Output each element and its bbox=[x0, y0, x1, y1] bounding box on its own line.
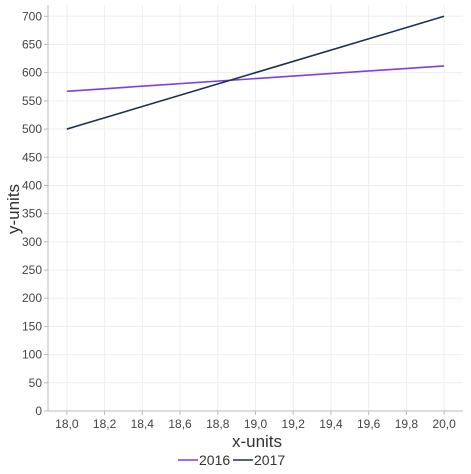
y-tick-label: 350 bbox=[22, 207, 42, 221]
x-tick-label: 19,4 bbox=[319, 417, 343, 431]
y-tick-label: 650 bbox=[22, 37, 42, 51]
tick-labels: 0 50 100 150 200 250 300 350 400 450 500 550 600 650 7… bbox=[22, 9, 456, 431]
x-tick-label: 19,0 bbox=[244, 417, 268, 431]
y-axis-title: y-units bbox=[4, 184, 23, 234]
x-axis-title: x-units bbox=[232, 432, 282, 451]
x-tick-label: 18,8 bbox=[206, 417, 230, 431]
y-tick-label: 550 bbox=[22, 94, 42, 108]
series-lines bbox=[66, 15, 445, 130]
x-tick-label: 18,4 bbox=[131, 417, 155, 431]
y-tick-label: 150 bbox=[22, 319, 42, 333]
x-tick-label: 19,6 bbox=[357, 417, 381, 431]
legend-label-2017: 2017 bbox=[254, 452, 285, 468]
axes bbox=[44, 5, 463, 415]
grid bbox=[48, 5, 463, 412]
y-tick-label: 700 bbox=[22, 9, 42, 23]
x-tick-label: 19,2 bbox=[282, 417, 306, 431]
legend: 2016 2017 bbox=[178, 452, 285, 468]
y-tick-label: 600 bbox=[22, 66, 42, 80]
x-tick-label: 20,0 bbox=[432, 417, 456, 431]
y-tick-label: 0 bbox=[35, 404, 42, 418]
x-tick-label: 18,6 bbox=[168, 417, 192, 431]
y-tick-label: 50 bbox=[29, 376, 43, 390]
y-tick-label: 300 bbox=[22, 235, 42, 249]
legend-label-2016: 2016 bbox=[199, 452, 230, 468]
x-tick-label: 19,8 bbox=[395, 417, 419, 431]
y-tick-label: 500 bbox=[22, 122, 42, 136]
x-tick-label: 18,2 bbox=[93, 417, 117, 431]
series-line-2016 bbox=[66, 65, 445, 93]
y-tick-label: 100 bbox=[22, 348, 42, 362]
y-tick-label: 400 bbox=[22, 178, 42, 192]
x-tick-label: 18,0 bbox=[55, 417, 79, 431]
y-tick-label: 200 bbox=[22, 291, 42, 305]
y-tick-label: 450 bbox=[22, 150, 42, 164]
series-line-2017 bbox=[66, 15, 445, 130]
y-tick-label: 250 bbox=[22, 263, 42, 277]
